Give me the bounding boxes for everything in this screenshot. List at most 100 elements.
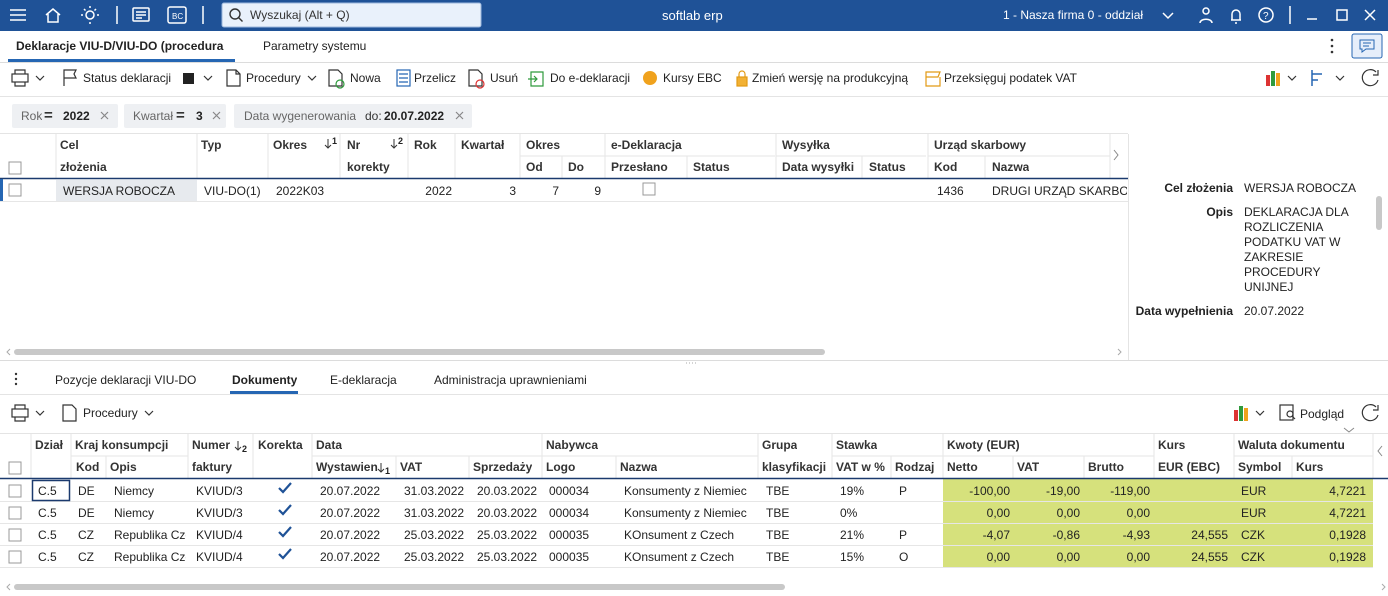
select-all-checkbox[interactable]: [8, 461, 22, 475]
kebab[interactable]: [1330, 38, 1334, 42]
toolbar-button[interactable]: Usuń: [490, 71, 519, 85]
column-header: Kraj konsumpcji: [75, 438, 169, 452]
row-checkbox[interactable]: [8, 550, 22, 564]
chip-close-icons: [100, 111, 464, 120]
cell: O: [899, 550, 909, 564]
toolbar-button[interactable]: Przelicz: [414, 71, 457, 85]
column-header: Do: [568, 160, 584, 174]
tab[interactable]: Dokumenty: [232, 373, 298, 387]
collapse-arrow[interactable]: [1343, 427, 1355, 433]
cell: 20.07.2022: [320, 484, 381, 498]
toolbar-button[interactable]: Nowa: [350, 71, 381, 85]
detail-value: DEKLARACJA DLA ROZLICZENIA PODATKU VAT W…: [1244, 205, 1349, 294]
toolbar-button[interactable]: Procedury: [83, 406, 138, 420]
tab[interactable]: Administracja uprawnieniami: [434, 373, 587, 387]
tab[interactable]: E-deklaracja: [330, 373, 397, 387]
toolbar-button[interactable]: Kursy EBC: [663, 71, 722, 85]
kebab-dot: [1330, 44, 1334, 48]
tab[interactable]: Deklaracje VIU-D/VIU-DO (procedura: [16, 39, 224, 53]
scroll-left[interactable]: [1377, 445, 1383, 457]
cell: DRUGI URZĄD SKARBOWY: [992, 184, 1127, 198]
row-checkbox[interactable]: [8, 506, 22, 520]
cell: KVIUD/3: [196, 484, 243, 498]
toolbar-button[interactable]: Przeksięguj podatek VAT: [944, 71, 1077, 85]
detail-label: Opis: [1206, 205, 1233, 219]
cell: 20.07.2022: [320, 506, 381, 520]
cell: KVIUD/3: [196, 506, 243, 520]
cell: Republika Czeska: [114, 550, 186, 564]
cell: 4,7221: [1329, 484, 1366, 498]
chart-icon-bar: [1266, 75, 1270, 86]
cell: 4,7221: [1329, 506, 1366, 520]
toolbar-button[interactable]: Status deklaracji: [83, 71, 172, 85]
column-header: Wystawien: [316, 460, 378, 474]
row-checkbox[interactable]: [8, 484, 22, 498]
cell: EUR: [1241, 484, 1267, 498]
detail-row: Opis DEKLARACJA DLA ROZLICZENIA PODATKU V…: [1130, 205, 1372, 295]
column-header: Sprzedaży: [473, 460, 533, 474]
focused-cell: [31, 479, 71, 502]
tab[interactable]: Parametry systemu: [263, 39, 367, 53]
search-box[interactable]: [221, 2, 482, 28]
bottom-toolbar-icons: [11, 404, 1379, 422]
cell: KVIUD/4: [196, 550, 243, 564]
cell: 25.03.2022: [477, 528, 538, 542]
h-scrollbar[interactable]: [14, 349, 825, 355]
cell: 000034: [549, 484, 590, 498]
przeslano-checkbox[interactable]: [642, 182, 656, 196]
tab[interactable]: Pozycje deklaracji VIU-DO: [55, 373, 197, 387]
cell: VIU-DO(1): [204, 184, 261, 198]
filter-value: 3: [196, 109, 203, 123]
toolbar-button[interactable]: Podgląd: [1300, 407, 1345, 421]
cell: P: [899, 528, 908, 542]
row-checkbox[interactable]: [8, 528, 22, 542]
column-header: Kurs: [1296, 460, 1324, 474]
cell: 19%: [840, 484, 865, 498]
cell: 0,00: [986, 550, 1010, 564]
filter-chip[interactable]: [12, 104, 118, 128]
toolbar-button[interactable]: Procedury: [246, 71, 301, 85]
cell: 25.03.2022: [477, 550, 538, 564]
active-tab-underline: [8, 59, 235, 62]
cell: Niemcy: [114, 506, 155, 520]
detail-value: 20.07.2022: [1244, 304, 1305, 318]
column-header: Data wysyłki: [782, 160, 855, 174]
v-scrollbar[interactable]: [1376, 196, 1382, 230]
toolbar-button[interactable]: Zmień wersję na produkcyjną: [752, 71, 909, 85]
filter-chip[interactable]: [124, 104, 226, 128]
scroll-right[interactable]: [1113, 149, 1119, 161]
column-header: klasyfikacji: [762, 460, 827, 474]
sort-index: 1: [385, 466, 391, 476]
tab-strip: [0, 31, 1388, 62]
kebab[interactable]: [14, 372, 18, 376]
cell: DE: [78, 506, 95, 520]
column-header: Waluta dokumentu: [1238, 438, 1345, 452]
cell: 7: [552, 184, 559, 198]
column-header: faktury: [192, 460, 233, 474]
toolbar-button[interactable]: Do e-deklaracji: [550, 71, 631, 85]
select-all-checkbox[interactable]: [8, 161, 22, 175]
toolbar-icons: [11, 69, 1379, 89]
column-header: Kwartał: [461, 138, 505, 152]
chat-icon: [1359, 39, 1375, 53]
cell: CZ: [78, 528, 94, 542]
cell: C.5: [38, 506, 57, 520]
detail-label: Data wypełnienia: [1135, 304, 1233, 318]
sort-index: 2: [398, 136, 404, 146]
cell: -119,00: [1110, 484, 1150, 498]
sort-index: 2: [242, 444, 248, 454]
filter-chip[interactable]: [234, 104, 472, 128]
h-scrollbar[interactable]: [14, 584, 785, 590]
column-header: Kurs: [1158, 438, 1186, 452]
active-tab-underline: [230, 391, 298, 394]
cell: Konsumenty z Niemiec: [624, 484, 747, 498]
company-selector[interactable]: 1 - Nasza firma 0 - oddział: [1003, 8, 1144, 22]
kebab-dot: [14, 377, 18, 381]
cell: 000035: [549, 550, 590, 564]
cell: CZK: [1241, 528, 1265, 542]
row-checkbox[interactable]: [8, 183, 22, 197]
cell: 25.03.2022: [404, 528, 465, 542]
row-checkboxes: [8, 482, 292, 564]
cell: -4,07: [982, 528, 1010, 542]
search-placeholder[interactable]: Wyszukaj (Alt + Q): [250, 8, 350, 22]
